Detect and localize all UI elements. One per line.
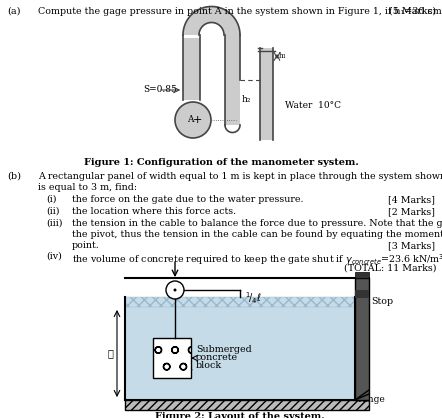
Bar (355, 272, 369, 278)
Bar (225, 35, 240, 125)
Text: block: block (196, 362, 222, 370)
Text: (i): (i) (46, 195, 57, 204)
Circle shape (175, 102, 211, 138)
Text: h₁: h₁ (279, 53, 287, 61)
Text: h₂: h₂ (242, 95, 251, 104)
Bar (125, 400, 369, 410)
Text: [2 Marks]: [2 Marks] (388, 207, 435, 216)
Bar (125, 297, 355, 307)
Text: [3 Marks]: [3 Marks] (388, 241, 435, 250)
Circle shape (174, 288, 176, 291)
Text: concrete: concrete (196, 354, 238, 362)
Text: Hinge: Hinge (357, 395, 385, 404)
Text: (ii): (ii) (46, 207, 60, 216)
Text: Compute the gage pressure in point A in the system shown in Figure 1, if h₁=30 c: Compute the gage pressure in point A in … (38, 7, 442, 16)
Bar (355, 290, 369, 298)
Bar (355, 278, 369, 400)
Bar (153, 338, 191, 378)
Text: $^1\!/_4\ell$: $^1\!/_4\ell$ (245, 290, 262, 306)
Text: Water  10°C: Water 10°C (285, 100, 341, 110)
Bar (125, 297, 355, 400)
Text: (iv): (iv) (46, 252, 62, 261)
Text: Submerged: Submerged (196, 346, 252, 354)
Text: [4 Marks]: [4 Marks] (388, 195, 435, 204)
Text: (iii): (iii) (46, 219, 62, 228)
Text: +: + (192, 115, 202, 125)
Circle shape (166, 281, 184, 299)
Text: the tension in the cable to balance the force due to pressure. Note that the gat: the tension in the cable to balance the … (72, 219, 442, 228)
Bar (183, 38, 200, 100)
Text: Figure 2: Layout of the system.: Figure 2: Layout of the system. (155, 412, 325, 418)
Text: the force on the gate due to the water pressure.: the force on the gate due to the water p… (72, 195, 304, 204)
Text: Water: Water (165, 367, 194, 377)
Text: (TOTAL: 11 Marks): (TOTAL: 11 Marks) (343, 264, 436, 273)
Text: A: A (187, 115, 193, 123)
Text: (5 Marks): (5 Marks) (389, 7, 436, 16)
Text: (a): (a) (7, 7, 20, 16)
Text: (b): (b) (7, 172, 21, 181)
Text: Figure 1: Configuration of the manometer system.: Figure 1: Configuration of the manometer… (84, 158, 358, 167)
Text: point.: point. (72, 241, 100, 250)
Text: the location where this force acts.: the location where this force acts. (72, 207, 236, 216)
Polygon shape (183, 7, 240, 35)
Text: is equal to 3 m, find:: is equal to 3 m, find: (38, 183, 137, 192)
Bar (260, 48, 273, 140)
Text: ℓ: ℓ (107, 349, 113, 358)
Text: S=0.85: S=0.85 (143, 86, 177, 94)
Text: the volume of concrete required to keep the gate shut if $\gamma_{concrete}$=23.: the volume of concrete required to keep … (72, 252, 442, 267)
Text: Stop: Stop (371, 298, 393, 306)
Text: the pivot, thus the tension in the cable can be found by equating the moments ab: the pivot, thus the tension in the cable… (72, 230, 442, 239)
Text: A rectangular panel of width equal to 1 m is kept in place through the system sh: A rectangular panel of width equal to 1 … (38, 172, 442, 181)
